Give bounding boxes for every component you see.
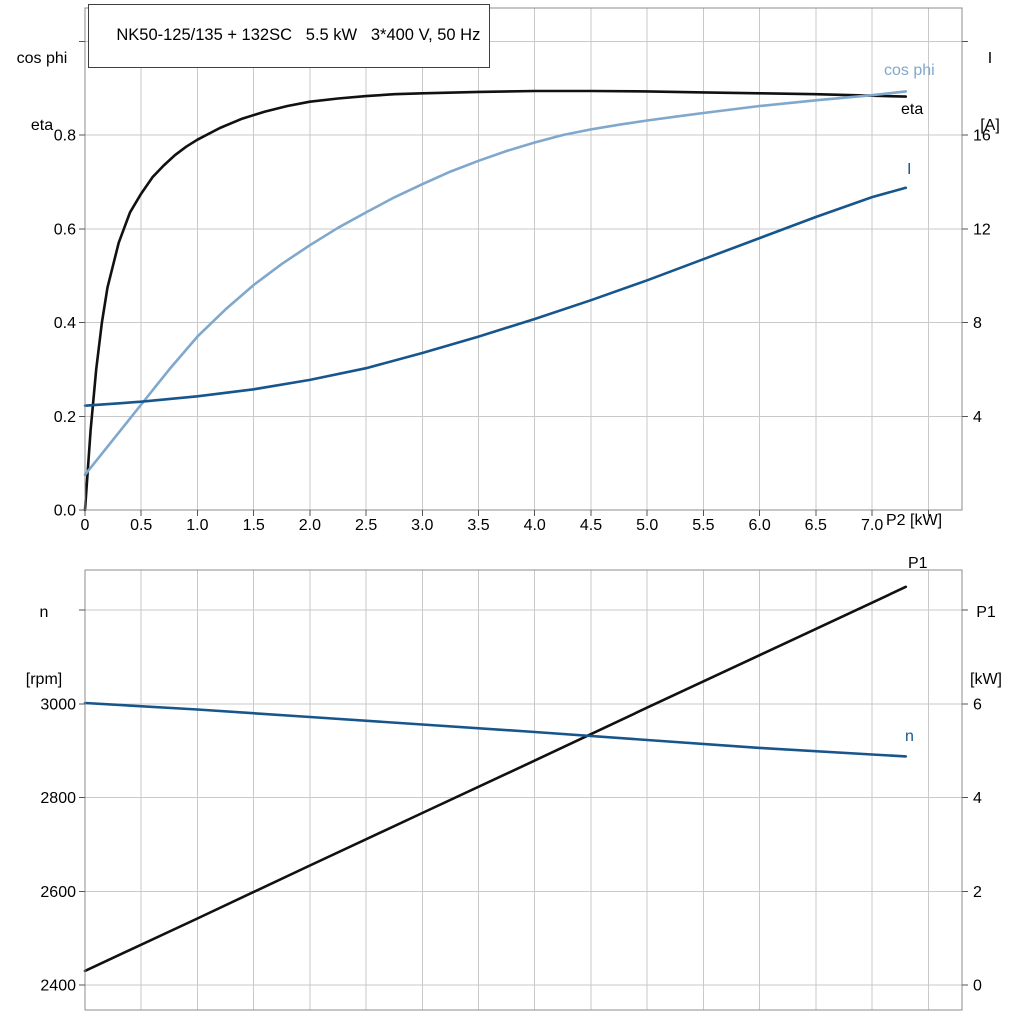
axis-title-eta: eta xyxy=(30,116,54,134)
tick-label: 0 xyxy=(973,978,982,995)
tick-label: 2800 xyxy=(40,790,76,807)
tick-label: 0.0 xyxy=(54,503,76,520)
motor-electrical-chart: 0.0 0.2 0.4 0.6 0.8 4 8 12 16 0 0.5 1.0 1.5 2.0 2.5 3.0… xyxy=(54,7,991,534)
cos-phi-curve-label: cos phi xyxy=(884,62,935,79)
p1-curve-label: P1 xyxy=(908,555,928,572)
bottom-right-axis-title: P1 [kW] xyxy=(956,557,1016,736)
tick-label: 0.6 xyxy=(54,221,76,238)
axis-title-p1: P1 xyxy=(976,603,996,621)
tick-label: 12 xyxy=(973,221,991,238)
tick-label: 3.0 xyxy=(411,517,433,534)
tick-label: 0.4 xyxy=(54,315,76,332)
tick-label: 2400 xyxy=(40,978,76,995)
axis-title-p1-unit: [kW] xyxy=(970,670,1002,688)
tick-label: 5.5 xyxy=(692,517,714,534)
tick-label: 2600 xyxy=(40,884,76,901)
top-right-axis-title: I [A] xyxy=(964,3,1016,182)
tick-label: 6 xyxy=(973,696,982,713)
tick-label: 0.2 xyxy=(54,409,76,426)
tick-label: 0.8 xyxy=(54,128,76,145)
current-curve xyxy=(83,186,908,407)
plot-border xyxy=(84,7,963,511)
tick-label: 7.0 xyxy=(861,517,883,534)
tick-label: 0 xyxy=(81,517,90,534)
tick-label: 2.5 xyxy=(355,517,377,534)
axis-title-cos-phi: cos phi xyxy=(16,49,68,67)
cos-phi-curve xyxy=(83,90,908,477)
tick-label: 6.5 xyxy=(805,517,827,534)
speed-curve xyxy=(83,701,908,758)
x-axis-label: P2 [kW] xyxy=(886,512,943,529)
current-curve-label: I xyxy=(907,161,912,178)
eta-curve-label: eta xyxy=(901,101,924,118)
tick-label: 4 xyxy=(973,409,982,426)
tick-label: 1.5 xyxy=(243,517,265,534)
speed-curve-label: n xyxy=(905,728,914,745)
tick-label: 6.0 xyxy=(748,517,770,534)
eta-curve xyxy=(83,89,908,512)
tick-label: 8 xyxy=(973,315,982,332)
axis-title-current-unit: [A] xyxy=(980,116,1000,134)
p1-curve xyxy=(83,585,908,973)
tick-label: 4.0 xyxy=(524,517,546,534)
tick-label: 2.0 xyxy=(299,517,321,534)
bottom-left-axis-title: n [rpm] xyxy=(6,557,82,736)
tick-label: 5.0 xyxy=(636,517,658,534)
tick-label: 3.5 xyxy=(467,517,489,534)
chart-title-box: NK50-125/135 + 132SC 5.5 kW 3*400 V, 50 … xyxy=(88,4,491,68)
axis-title-speed-unit: [rpm] xyxy=(25,670,63,688)
axis-title-current: I xyxy=(987,49,993,67)
tick-label: 3000 xyxy=(40,696,76,713)
tick-label: 0.5 xyxy=(130,517,152,534)
top-left-axis-title: cos phi eta xyxy=(2,3,82,182)
tick-label: 2 xyxy=(973,884,982,901)
tick-label: 4.5 xyxy=(580,517,602,534)
speed-power-chart: 2400 2600 2800 3000 0 2 4 6 xyxy=(40,569,982,1011)
chart-title: NK50-125/135 + 132SC 5.5 kW 3*400 V, 50 … xyxy=(116,26,481,44)
tick-label: 16 xyxy=(973,128,991,145)
axis-title-speed: n xyxy=(39,603,49,621)
plot-border xyxy=(84,569,963,1011)
tick-label: 1.0 xyxy=(186,517,208,534)
tick-label: 4 xyxy=(973,790,982,807)
